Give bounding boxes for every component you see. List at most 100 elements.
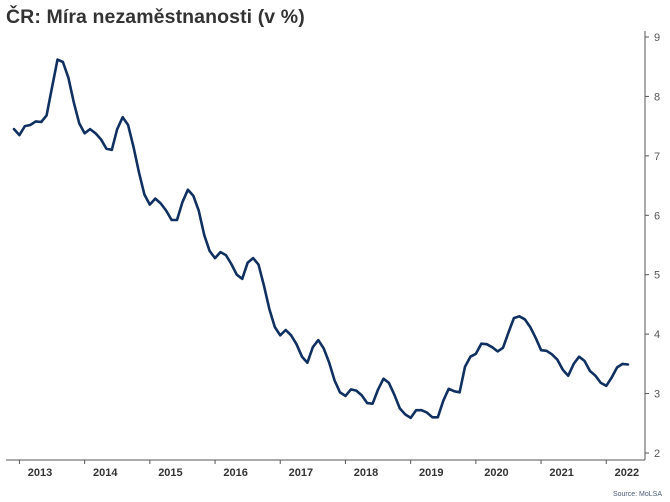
data-point <box>165 209 167 211</box>
y-tick-label: 7 <box>654 151 660 163</box>
data-point <box>339 391 341 393</box>
data-point <box>377 388 379 390</box>
chart-title: ČR: Míra nezaměstnanosti (v %) <box>6 6 305 28</box>
data-point <box>431 416 433 418</box>
data-point <box>263 284 265 286</box>
data-point <box>181 201 183 203</box>
data-point <box>540 349 542 351</box>
data-point <box>420 409 422 411</box>
x-axis <box>6 459 645 464</box>
y-tick-labels: 2 3 4 5 6 7 8 9 <box>654 32 660 460</box>
data-point <box>475 353 477 355</box>
data-point <box>268 308 270 310</box>
data-point <box>507 331 509 333</box>
data-point <box>83 132 85 134</box>
data-point <box>616 366 618 368</box>
data-point <box>176 219 178 221</box>
data-point <box>306 362 308 364</box>
data-point <box>545 350 547 352</box>
data-point <box>448 388 450 390</box>
data-point <box>143 193 145 195</box>
data-point <box>556 359 558 361</box>
data-point <box>350 388 352 390</box>
data-point <box>344 395 346 397</box>
data-point <box>562 369 564 371</box>
data-point <box>573 363 575 365</box>
data-point <box>486 343 488 345</box>
data-point <box>323 347 325 349</box>
x-tick-label: 2013 <box>28 467 52 479</box>
data-point <box>154 197 156 199</box>
data-point <box>285 329 287 331</box>
data-point <box>551 353 553 355</box>
data-point <box>279 334 281 336</box>
data-point <box>67 76 69 78</box>
data-point <box>138 171 140 173</box>
data-point <box>219 251 221 253</box>
data-point <box>45 114 47 116</box>
series-group <box>12 58 630 420</box>
data-point <box>187 189 189 191</box>
data-point <box>132 146 134 148</box>
data-point <box>105 148 107 150</box>
data-point <box>600 382 602 384</box>
series-line <box>12 58 630 420</box>
data-point <box>116 128 118 130</box>
data-point <box>513 317 515 319</box>
data-point <box>437 416 439 418</box>
data-point <box>355 389 357 391</box>
data-point <box>518 315 520 317</box>
data-point <box>404 413 406 415</box>
x-tick-label: 2019 <box>419 467 443 479</box>
data-point <box>442 400 444 402</box>
data-point <box>236 274 238 276</box>
data-point <box>361 394 363 396</box>
data-point <box>496 350 498 352</box>
y-tick-label: 3 <box>654 389 660 401</box>
data-point <box>627 363 629 365</box>
data-point <box>13 128 15 130</box>
x-tick-label: 2018 <box>354 467 378 479</box>
y-tick-label: 9 <box>654 32 660 44</box>
data-point <box>371 403 373 405</box>
data-point <box>567 375 569 377</box>
data-point <box>78 122 80 124</box>
data-point <box>410 417 412 419</box>
data-point <box>388 382 390 384</box>
data-point <box>225 254 227 256</box>
data-point <box>594 375 596 377</box>
x-tick-label: 2020 <box>484 467 508 479</box>
data-point <box>257 263 259 265</box>
data-point <box>502 347 504 349</box>
data-point <box>203 234 205 236</box>
x-tick-label: 2016 <box>223 467 247 479</box>
y-tick-label: 2 <box>654 448 660 460</box>
data-point <box>621 363 623 365</box>
data-point <box>230 263 232 265</box>
x-tick-label: 2021 <box>549 467 573 479</box>
data-point <box>295 343 297 345</box>
data-point <box>426 411 428 413</box>
data-point <box>469 356 471 358</box>
data-point <box>605 385 607 387</box>
data-point <box>453 390 455 392</box>
data-point <box>100 138 102 140</box>
data-point <box>578 356 580 358</box>
data-point <box>35 120 37 122</box>
data-point <box>399 407 401 409</box>
data-point <box>89 128 91 130</box>
y-tick-label: 8 <box>654 91 660 103</box>
data-point <box>149 203 151 205</box>
data-point <box>29 124 31 126</box>
data-point <box>73 101 75 103</box>
y-tick-label: 6 <box>654 210 660 222</box>
data-point <box>366 402 368 404</box>
data-point <box>51 86 53 88</box>
data-point <box>62 61 64 63</box>
x-tick-label: 2014 <box>93 467 118 479</box>
data-point <box>333 379 335 381</box>
data-point <box>192 195 194 197</box>
data-point <box>252 257 254 259</box>
data-point <box>480 343 482 345</box>
